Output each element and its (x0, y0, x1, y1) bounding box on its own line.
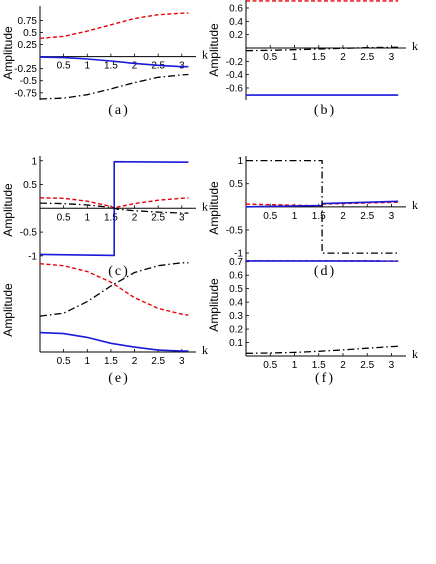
x-axis-label: k (202, 48, 208, 62)
y-axis-label: Amplitude (207, 278, 221, 332)
panel-e: 0.5 1 1.5 2 2.5 3 k Amplitude (e) (1, 255, 208, 386)
y-tick-label: 1 (237, 156, 243, 167)
x-tick-label: 0.5 (263, 211, 277, 222)
x-tick-label: 2 (340, 52, 346, 63)
y-tick-label: -1 (28, 251, 37, 262)
x-tick-label: 1.5 (104, 212, 118, 223)
series-line-red-dashed (39, 263, 189, 316)
x-tick-label: 2.5 (360, 211, 374, 222)
y-axis-label: Amplitude (207, 181, 221, 235)
x-tick-label: 1.5 (104, 356, 118, 367)
x-tick-label: 2 (340, 360, 346, 371)
x-tick-label: 1 (84, 61, 90, 72)
panel-d: 0.5 1 1.5 2 2.5 3 1 0.5 -0.5 -1 k Amplitude (d) (207, 156, 418, 279)
y-tick-label: 0.7 (229, 257, 243, 268)
x-tick-label: 3 (389, 211, 395, 222)
y-tick-label: -0.25 (14, 64, 37, 75)
y-tick-label: 0.5 (23, 28, 37, 39)
y-tick-label: 0.1 (229, 338, 243, 349)
x-tick-label: 1.5 (104, 61, 118, 72)
y-tick-label: 0.75 (18, 16, 38, 27)
x-tick-label: 1 (84, 356, 90, 367)
panel-a: 0.5 1 1.5 2 2.5 30.750.50.25-0.25-0.5-0.75kAm… (1, 6, 208, 118)
panel-f: 0.5 1 1.5 2 2.5 3 0.7 0.6 0.5 0.4 0.3 0.2 0.1 k Amplit… (207, 255, 418, 386)
y-tick-label: -1 (234, 249, 243, 260)
series-line-black-dashdot (246, 159, 399, 254)
x-tick-label: 3 (179, 212, 185, 223)
x-tick-label: 1.5 (312, 52, 326, 63)
x-tick-label: 3 (179, 356, 185, 367)
x-tick-label: 1 (292, 211, 298, 222)
x-tick-label: 1 (84, 212, 90, 223)
panel-label: (a) (108, 103, 130, 118)
x-tick-label: 2.5 (360, 360, 374, 371)
y-tick-label: -0.75 (14, 88, 37, 99)
series-line-black-dashdot (39, 262, 189, 317)
y-axis-label: Amplitude (1, 283, 15, 337)
y-tick-label: 0.2 (229, 325, 243, 336)
y-tick-label: -0.5 (20, 228, 38, 239)
series-line-black-dashdot (39, 73, 189, 100)
series-line-blue-solid (39, 331, 189, 352)
y-tick-label: 0.4 (229, 17, 243, 28)
x-tick-label: 0.5 (57, 61, 71, 72)
x-tick-label: 2.5 (151, 212, 165, 223)
x-tick-label: 3 (389, 360, 395, 371)
y-tick-label: 0.5 (23, 180, 37, 191)
x-tick-label: 0.5 (263, 360, 277, 371)
x-tick-label: 0.5 (263, 52, 277, 63)
panel-c: 0.5 1 1.5 2 2.5 3 1 0.5 -0.5 -1 k Amplitude (c) (1, 156, 208, 279)
y-tick-label: -0.5 (20, 76, 38, 87)
x-tick-label: 2 (340, 211, 346, 222)
panel-b: 0.5 1 1.5 2 2.5 3 0.6 0.4 0.2 -0.2 -0.4 -0.6 k Amplit… (207, 0, 418, 118)
y-axis-label: Amplitude (207, 23, 221, 77)
x-axis-label: k (412, 198, 418, 212)
y-tick-label: 0.6 (229, 271, 243, 282)
x-tick-label: 2.5 (151, 61, 165, 72)
series-line-black-dashdot (245, 46, 399, 52)
x-tick-label: 2 (132, 61, 138, 72)
y-tick-label: 1 (31, 156, 37, 167)
x-tick-label: 3 (389, 52, 395, 63)
y-tick-label: 0.3 (229, 311, 243, 322)
x-axis-label: k (202, 199, 208, 213)
x-tick-label: 1 (292, 360, 298, 371)
x-tick-label: 0.5 (57, 212, 71, 223)
x-tick-label: 2 (132, 212, 138, 223)
x-tick-label: 1 (292, 52, 298, 63)
x-tick-label: 2 (132, 356, 138, 367)
x-tick-label: 2.5 (151, 356, 165, 367)
x-axis-label: k (412, 347, 418, 361)
panel-label: (c) (108, 264, 130, 279)
panel-label: (f) (315, 371, 335, 386)
x-tick-label: 1.5 (312, 360, 326, 371)
y-tick-label: 0.5 (229, 179, 243, 190)
y-axis-label: Amplitude (1, 183, 15, 237)
y-tick-label: 0.4 (229, 298, 243, 309)
y-tick-label: -0.6 (226, 84, 244, 95)
series-line-black-dashdot (245, 345, 399, 354)
x-tick-label: 2.5 (360, 52, 374, 63)
y-tick-label: 0.6 (229, 4, 243, 15)
x-axis-label: k (412, 39, 418, 53)
y-tick-label: 0.25 (18, 40, 38, 51)
y-tick-label: 0.2 (229, 30, 243, 41)
y-axis-label: Amplitude (1, 26, 15, 80)
panel-label: (b) (314, 103, 336, 118)
x-tick-label: 0.5 (57, 356, 71, 367)
series-line-red-dashed (39, 197, 189, 210)
y-tick-label: -0.5 (226, 225, 244, 236)
series-line-black-dashdot (39, 202, 189, 214)
y-tick-label: 0.5 (229, 284, 243, 295)
x-tick-label: 1.5 (312, 211, 326, 222)
panel-label: (d) (314, 264, 336, 279)
panel-label: (e) (108, 371, 130, 386)
series-line-red-dashed (39, 12, 189, 39)
y-tick-label: -0.2 (226, 57, 244, 68)
x-axis-label: k (202, 343, 208, 357)
y-tick-label: -0.4 (226, 70, 244, 81)
series-line-blue-solid (39, 56, 189, 68)
